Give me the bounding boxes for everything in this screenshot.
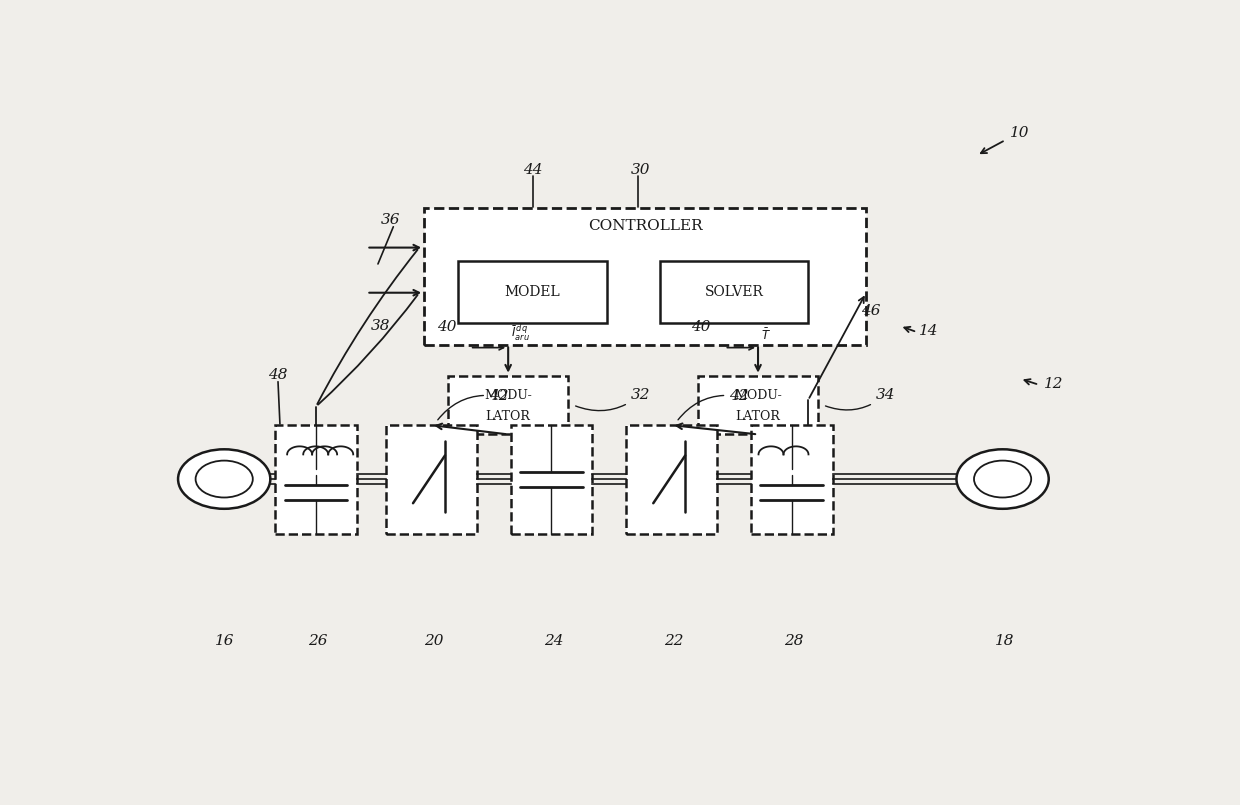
Text: $\bar{T}$: $\bar{T}$	[761, 328, 771, 343]
Text: 40: 40	[691, 320, 711, 334]
Text: 12: 12	[1044, 377, 1064, 391]
Bar	[660, 261, 808, 323]
Text: SOLVER: SOLVER	[704, 285, 764, 299]
Bar	[448, 375, 568, 435]
Text: 26: 26	[309, 634, 327, 648]
Bar	[626, 425, 717, 534]
Circle shape	[196, 460, 253, 497]
Text: 28: 28	[784, 634, 804, 648]
Text: 16: 16	[215, 634, 234, 648]
Bar	[458, 261, 606, 323]
Text: 48: 48	[268, 368, 288, 382]
Text: 30: 30	[631, 163, 650, 177]
Bar	[698, 375, 818, 435]
Text: 32: 32	[575, 388, 650, 411]
Bar	[386, 425, 477, 534]
Text: CONTROLLER: CONTROLLER	[588, 219, 702, 233]
Text: 40: 40	[438, 320, 458, 334]
Text: $\bar{I}^{\,dq}_{aru}$: $\bar{I}^{\,dq}_{aru}$	[511, 323, 529, 343]
Bar	[511, 425, 593, 534]
Text: 20: 20	[424, 634, 443, 648]
Text: 42: 42	[678, 390, 749, 420]
Text: 10: 10	[1011, 126, 1029, 140]
Text: 24: 24	[543, 634, 563, 648]
Text: MODU-: MODU-	[485, 389, 532, 402]
Text: MODU-: MODU-	[734, 389, 782, 402]
Text: 36: 36	[381, 213, 401, 227]
Bar	[275, 425, 357, 534]
Circle shape	[956, 449, 1049, 509]
Bar	[751, 425, 832, 534]
Text: LATOR: LATOR	[735, 410, 780, 423]
Text: 18: 18	[994, 634, 1014, 648]
Text: 14: 14	[919, 324, 939, 338]
Circle shape	[179, 449, 270, 509]
Text: 46: 46	[862, 303, 880, 318]
Text: 34: 34	[826, 388, 895, 410]
Text: MODEL: MODEL	[505, 285, 560, 299]
Circle shape	[973, 460, 1032, 497]
Text: 44: 44	[523, 163, 543, 177]
Text: 38: 38	[371, 320, 391, 333]
Text: 22: 22	[663, 634, 683, 648]
Bar	[424, 208, 866, 345]
Text: 42: 42	[438, 390, 508, 420]
Text: LATOR: LATOR	[486, 410, 531, 423]
